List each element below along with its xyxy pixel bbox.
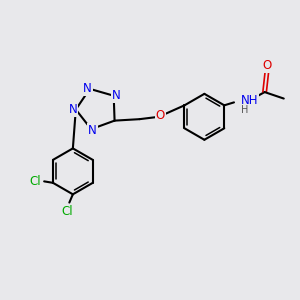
Text: O: O: [262, 59, 272, 72]
Text: N: N: [112, 88, 120, 102]
Text: H: H: [241, 105, 248, 115]
Text: Cl: Cl: [29, 175, 40, 188]
Text: O: O: [156, 109, 165, 122]
Text: N: N: [83, 82, 92, 95]
Text: Cl: Cl: [61, 205, 73, 218]
Text: NH: NH: [241, 94, 258, 107]
Text: N: N: [88, 124, 97, 137]
Text: N: N: [68, 103, 77, 116]
